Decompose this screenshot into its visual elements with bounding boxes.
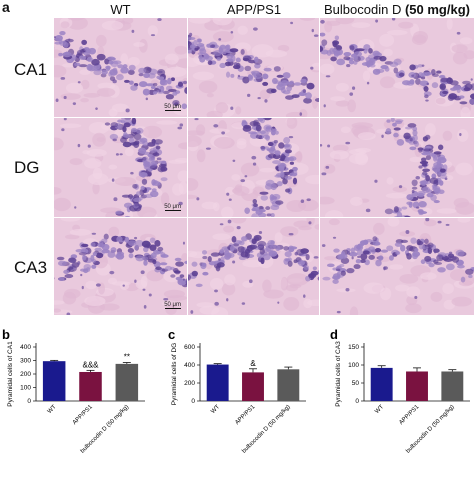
category-label: APP/PS1 bbox=[234, 404, 256, 426]
panel-letter-d: d bbox=[330, 327, 338, 342]
micrograph-dg-bulbocodin bbox=[320, 118, 474, 217]
bar-2 bbox=[79, 371, 102, 401]
significance-label: &&& bbox=[82, 360, 99, 369]
row-label-ca3: CA3 bbox=[14, 258, 48, 277]
bar-1 bbox=[42, 361, 66, 401]
tissue-texture bbox=[320, 118, 474, 217]
y-tick-label: 0 bbox=[191, 398, 195, 405]
tissue-texture bbox=[54, 118, 187, 217]
micrograph-ca1-bulbocodin bbox=[320, 18, 474, 117]
category-label: APP/PS1 bbox=[72, 404, 94, 426]
micrograph-ca3-wt: 50 μm bbox=[54, 218, 187, 315]
significance-label: & bbox=[250, 359, 256, 368]
bar-3 bbox=[115, 363, 139, 401]
bar-2 bbox=[242, 372, 264, 401]
panel-letter-b: b bbox=[2, 327, 10, 342]
y-tick-label: 50 bbox=[352, 380, 360, 387]
scale-bar: 50 μm bbox=[164, 104, 181, 111]
category-label: WT bbox=[210, 404, 221, 415]
category-label: WT bbox=[374, 404, 385, 415]
column-header-wt: WT bbox=[110, 2, 131, 17]
micrograph-ca3-bulbocodin bbox=[320, 218, 474, 315]
tissue-texture bbox=[54, 18, 187, 117]
y-axis-label: Pyramidal cells of DG bbox=[171, 343, 178, 406]
significance-label: ** bbox=[124, 353, 130, 362]
panel-letter-c: c bbox=[168, 327, 175, 342]
y-tick-label: 150 bbox=[348, 344, 359, 351]
micrograph-dg-app-ps1 bbox=[188, 118, 319, 217]
scale-bar-line bbox=[165, 110, 181, 111]
y-tick-label: 100 bbox=[348, 362, 359, 369]
micrograph-dg-wt: 50 μm bbox=[54, 118, 187, 217]
column-header-app-ps1: APP/PS1 bbox=[226, 2, 282, 17]
panel-letter-a: a bbox=[2, 0, 10, 15]
scale-bar: 50 μm bbox=[164, 204, 181, 211]
y-axis-label: Pyramidal cells of CA3 bbox=[335, 341, 342, 407]
y-tick-label: 300 bbox=[20, 358, 31, 365]
bar-2 bbox=[406, 371, 428, 401]
scale-bar-line bbox=[165, 308, 181, 309]
category-label: WT bbox=[47, 404, 58, 415]
row-label-ca1: CA1 bbox=[14, 60, 48, 79]
y-tick-label: 400 bbox=[20, 344, 31, 351]
y-tick-label: 200 bbox=[184, 380, 195, 387]
column-header-bulbocodin-name: Bulbocodin D bbox=[324, 2, 402, 17]
micrograph-ca1-app-ps1 bbox=[188, 18, 319, 117]
tissue-texture bbox=[188, 118, 319, 217]
tissue-texture bbox=[321, 218, 474, 315]
y-axis-label: Pyramidal cells of CA1 bbox=[7, 341, 14, 407]
scale-bar-label: 50 μm bbox=[164, 302, 181, 308]
tissue-texture bbox=[188, 218, 319, 315]
y-tick-label: 0 bbox=[355, 398, 359, 405]
scale-bar-label: 50 μm bbox=[164, 204, 181, 210]
y-tick-label: 200 bbox=[20, 371, 31, 378]
bar-3 bbox=[441, 371, 464, 401]
micrograph-ca3-app-ps1 bbox=[188, 218, 319, 315]
bar-3 bbox=[277, 369, 300, 401]
tissue-texture bbox=[188, 18, 319, 117]
y-tick-label: 600 bbox=[184, 344, 195, 351]
bar-1 bbox=[206, 364, 229, 401]
row-label-dg: DG bbox=[14, 158, 40, 177]
bar-1 bbox=[370, 367, 393, 401]
column-header-bulbocodin: Bulbocodin D (50 mg/kg) bbox=[320, 2, 474, 17]
scale-bar-line bbox=[165, 210, 181, 211]
tissue-texture bbox=[54, 218, 187, 315]
scale-bar-label: 50 μm bbox=[164, 104, 181, 110]
tissue-texture bbox=[320, 18, 474, 117]
y-tick-label: 0 bbox=[27, 398, 31, 405]
micrograph-ca1-wt: 50 μm bbox=[54, 18, 187, 117]
category-label: APP/PS1 bbox=[398, 404, 420, 426]
column-header-dose: (50 mg/kg) bbox=[404, 2, 470, 17]
scale-bar: 50 μm bbox=[164, 302, 181, 309]
y-tick-label: 100 bbox=[20, 385, 31, 392]
y-tick-label: 400 bbox=[184, 362, 195, 369]
